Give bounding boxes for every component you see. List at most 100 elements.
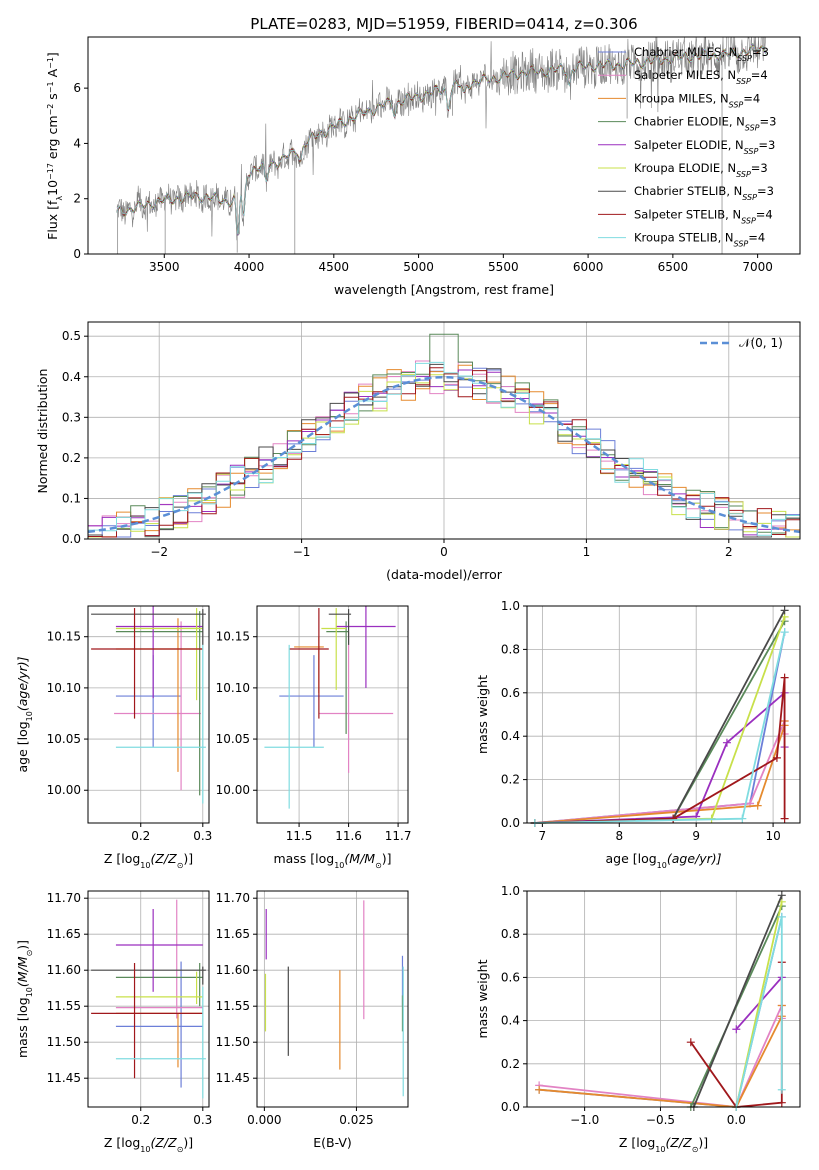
x-tick-label: −1 <box>293 545 311 559</box>
y-tick-label: 0.6 <box>501 686 520 700</box>
x-tick-label: 0 <box>440 545 448 559</box>
weight-line <box>534 616 786 824</box>
label-part: Salpeter ELODIE, N <box>634 138 744 152</box>
y-tick-label: 11.50 <box>216 1035 250 1049</box>
label-part: Kroupa STELIB, N <box>634 231 734 245</box>
label-part: mass [log <box>273 851 334 866</box>
axes-frame <box>87 605 210 824</box>
label-part: 10 <box>655 1145 665 1154</box>
y-tick-label: 0.4 <box>501 1014 520 1028</box>
label-part: age [log <box>605 851 656 866</box>
y-tick-label: 0.0 <box>62 532 81 546</box>
x-tick-label: 8 <box>615 829 623 843</box>
y-axis-label: Normed distribution <box>35 369 50 494</box>
y-tick-label: 1.0 <box>501 884 520 898</box>
weight-line <box>534 609 786 824</box>
x-tick-label: −0.5 <box>646 1113 675 1127</box>
label-part: SSP <box>729 100 744 109</box>
label-part: =3 <box>751 161 768 175</box>
label-part: (age/yr)] <box>15 656 30 711</box>
y-tick-label: 0.5 <box>62 329 81 343</box>
x-axis-label: mass [log10(M/M⊙)] <box>273 851 391 870</box>
y-tick-label: 0.2 <box>501 773 520 787</box>
y-tick-label: 0.3 <box>62 410 81 424</box>
mass-vs-metallicity-panel: 0.2 0.3 11.45 11.50 11.55 11.60 11.65 11.70 Z [l… <box>15 890 212 1154</box>
legend-entry: Chabrier ELODIE, NSSP=3 <box>634 115 776 133</box>
x-axis-label: Z [log10(Z/Z⊙)] <box>619 1135 708 1154</box>
x-tick-label: 3500 <box>149 260 180 274</box>
weight-line <box>692 894 783 1108</box>
y-tick-label: 11.50 <box>47 1035 81 1049</box>
label-part: (Z/Z <box>150 851 177 866</box>
weight-marker <box>777 912 786 921</box>
legend-entry: Salpeter MILES, NSSP=4 <box>634 68 768 86</box>
x-tick-label: 1 <box>583 545 591 559</box>
x-tick-label: 7000 <box>742 260 773 274</box>
weight-marker <box>535 1085 544 1094</box>
label-part: ⊙ <box>25 950 34 957</box>
label-part: )] <box>382 851 392 866</box>
weight-marker <box>780 628 789 637</box>
label-part: erg cm <box>45 116 60 164</box>
label-part: 10 <box>140 1145 150 1154</box>
label-part: =3 <box>758 138 775 152</box>
label-part: age [log <box>15 721 30 772</box>
label-part: −2 <box>46 104 55 116</box>
label-part: (Z/Z <box>150 1135 177 1150</box>
y-tick-label: 6 <box>73 81 81 95</box>
legend-entry: Kroupa MILES, NSSP=4 <box>634 91 760 109</box>
axes-frame <box>526 605 801 824</box>
weight-marker <box>669 814 678 823</box>
weight-marker <box>777 1085 786 1094</box>
label-part: 10 <box>140 861 150 870</box>
y-tick-label: 2 <box>73 192 81 206</box>
legend-entry: Kroupa ELODIE, NSSP=3 <box>634 161 768 179</box>
label-part: )] <box>183 851 193 866</box>
label-part: (M/M <box>15 956 30 987</box>
weight-marker <box>780 606 789 615</box>
x-tick-label: 5500 <box>488 260 519 274</box>
x-tick-label: 10 <box>765 829 780 843</box>
y-tick-label: 0.6 <box>501 970 520 984</box>
x-tick-label: 0.0 <box>727 1113 746 1127</box>
model-spectrum <box>116 44 767 234</box>
label-part: Chabrier MILES, N <box>634 45 737 59</box>
label-part: =3 <box>760 115 777 129</box>
mass-vs-ebv-panel: 0.000 0.025 11.45 11.50 11.55 11.60 11.65 11.70… <box>216 890 409 1150</box>
label-part: Z [log <box>104 1135 140 1150</box>
y-tick-label: 0.0 <box>501 1100 520 1114</box>
x-tick-label: 0.025 <box>339 1113 373 1127</box>
x-tick-label: 4000 <box>234 260 265 274</box>
spectrum-panel: 3500 4000 4500 5000 5500 6000 6500 7000 0 2 4 6 wave… <box>45 36 801 297</box>
label-part: 10 <box>25 711 34 721</box>
y-tick-label: 11.45 <box>216 1071 250 1085</box>
label-part: 10 <box>334 861 344 870</box>
y-tick-label: 11.65 <box>216 927 250 941</box>
y-axis-label: mass weight <box>475 959 490 1038</box>
label-part: A <box>45 68 60 81</box>
label-part: 10 <box>25 987 34 997</box>
label-part: (M/M <box>344 851 375 866</box>
x-tick-label: 5000 <box>403 260 434 274</box>
x-axis-label: Z [log10(Z/Z⊙)] <box>104 1135 193 1154</box>
x-tick-label: −1.0 <box>570 1113 599 1127</box>
y-axis-label: age [log10(age/yr)] <box>15 656 34 772</box>
weight-marker <box>686 1038 695 1047</box>
weight-vs-metallicity-panel: −1.0 −0.5 0.0 0.0 0.2 0.4 0.6 0.8 1.0 Z [log10(Z/… <box>475 884 801 1154</box>
legend-entry: Kroupa STELIB, NSSP=4 <box>634 231 765 249</box>
label-part: Salpeter STELIB, N <box>634 207 741 221</box>
label-part: SSP <box>736 170 751 179</box>
y-tick-label: 10.15 <box>216 630 250 644</box>
y-tick-label: 10.05 <box>216 732 250 746</box>
y-axis-label: Flux [fλ10−17 erg cm−2 s−1 A−1] <box>45 52 64 240</box>
y-tick-label: 11.55 <box>216 999 250 1013</box>
y-tick-label: 10.00 <box>216 783 250 797</box>
x-tick-label: 9 <box>692 829 700 843</box>
x-tick-label: 0.000 <box>247 1113 281 1127</box>
weight-marker <box>732 1025 741 1034</box>
label-part: 10 <box>657 861 667 870</box>
x-tick-label: 0.3 <box>193 829 212 843</box>
axes-frame <box>87 321 801 540</box>
x-tick-label: 11.7 <box>385 829 412 843</box>
